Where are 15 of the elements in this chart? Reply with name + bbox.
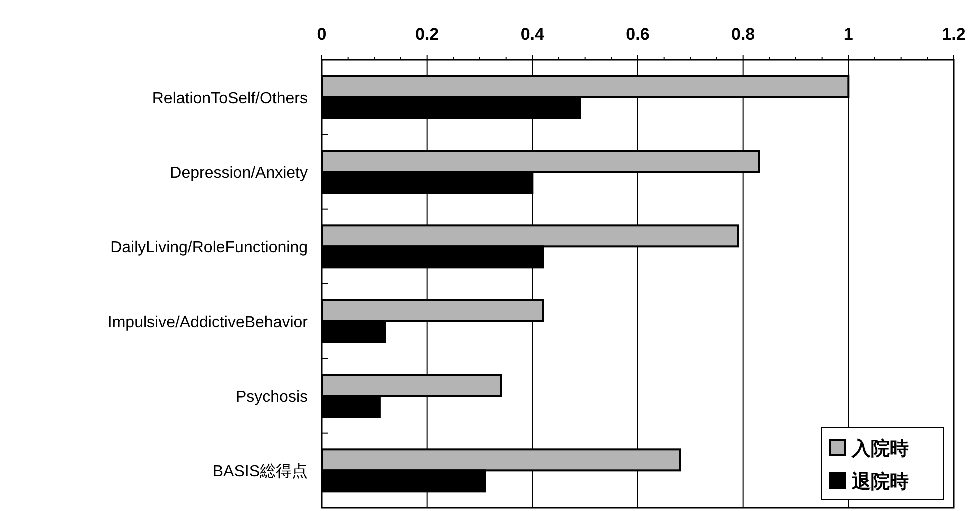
- x-tick-label: 0.4: [520, 25, 546, 44]
- x-tick-label: 0: [317, 25, 327, 44]
- y-tick-label: Depression/Anxiety: [170, 165, 308, 182]
- y-tick-label: DailyLiving/RoleFunctioning: [110, 240, 308, 257]
- legend-label: 退院時: [851, 471, 909, 493]
- x-tick-label: 1.2: [942, 25, 966, 44]
- x-tick-label: 1: [844, 25, 854, 44]
- x-tick-label: 0.2: [416, 25, 440, 44]
- y-tick-label: Impulsive/AddictiveBehavior: [108, 314, 309, 332]
- x-tick-label: 0.6: [626, 25, 650, 44]
- y-tick-label: RelationToSelf/Others: [152, 90, 308, 108]
- y-tick-label: BASIS総得点: [212, 462, 308, 481]
- x-tick-label: 0.8: [732, 25, 756, 44]
- y-tick-label: Psychosis: [236, 389, 308, 406]
- legend-label: 入院時: [851, 438, 909, 460]
